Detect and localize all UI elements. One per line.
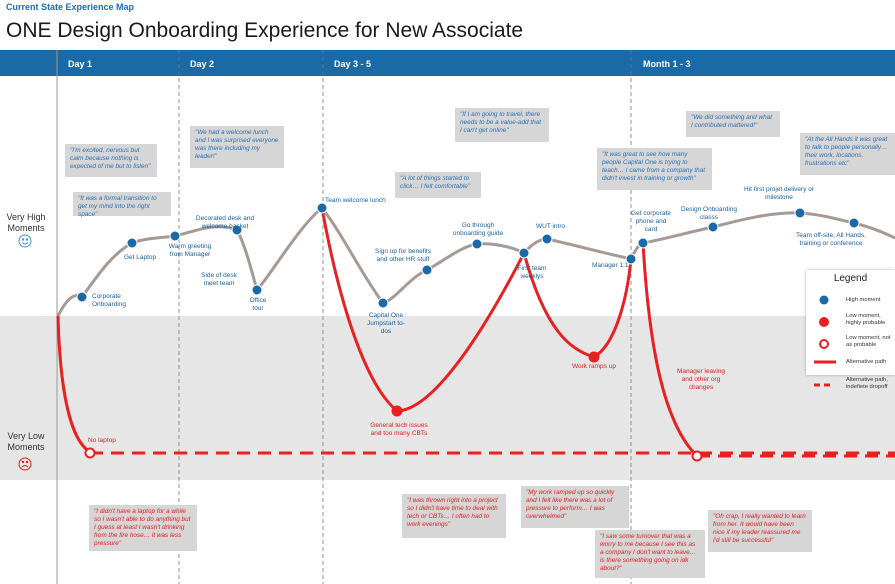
quote-callout: "We had a welcome lunch and I was surpri…	[190, 126, 284, 168]
high-moment-dot	[377, 297, 389, 309]
label-first-team-weeklys: First team weeklys	[517, 265, 547, 280]
label-work-ramps-up: Work ramps up	[572, 363, 616, 370]
legend-alt-path-dropoff: Alternative path, indefiete dropoff	[846, 377, 888, 390]
high-moment-dot	[126, 237, 138, 249]
high-moment-dot	[471, 238, 483, 250]
high-moment-dot	[848, 217, 860, 229]
label-manager-1-1: Manager 1:1	[592, 262, 629, 269]
legend-dropoff-icon	[814, 383, 834, 387]
low-moment-not-probable-dot	[84, 447, 96, 459]
label-team-offsite: Team off-site, All Hands, training or co…	[796, 232, 866, 247]
legend-low-not-probable-icon	[819, 339, 829, 349]
label-office-tour: Office tour	[249, 297, 267, 312]
page-title: ONE Design Onboarding Experience for New…	[6, 19, 524, 42]
quote-callout: "I saw some turnover that was a worry to…	[595, 530, 705, 578]
high-moment-dot	[76, 291, 88, 303]
low-moment-probable-dot	[588, 351, 600, 363]
quote-callout: "I didn't have a laptop for a while so I…	[89, 505, 197, 551]
high-moment-dot	[518, 247, 530, 259]
label-general-tech-issues: General tech issues and too many CBTs	[370, 422, 428, 437]
high-moment-dot	[541, 233, 553, 245]
label-manager-leaving: Manager leaving and other org changes	[676, 368, 726, 391]
label-corporate-phone: Get corporate phone and card	[631, 210, 671, 233]
legend: Legend High moment Low moment, highly pr…	[806, 270, 895, 375]
label-warm-greeting: Warm greeting from Manager	[168, 243, 212, 258]
label-get-laptop: Get Laptop	[124, 254, 157, 261]
label-onboarding-guide: Go through onboarding guide	[452, 222, 504, 237]
legend-low-probable-icon	[819, 317, 829, 327]
label-first-project: Hit first projet delivery or milestone	[743, 186, 815, 201]
column-month-1-3: Month 1 - 3	[643, 59, 691, 69]
label-wut-intro: WUT intro	[536, 223, 566, 230]
high-moment-dot	[316, 202, 328, 214]
legend-high-moment-icon	[819, 295, 829, 305]
low-moment-probable-dot	[391, 405, 403, 417]
smiley-face-icon	[18, 234, 32, 248]
very-low-moments-label: Very Low Moments	[7, 431, 45, 452]
label-no-laptop: No laptop	[88, 437, 116, 444]
high-moment-dot	[625, 253, 637, 265]
quote-callout: "A lot of things started to click… I fel…	[395, 172, 481, 198]
map-subtitle: Current State Experience Map	[6, 2, 135, 12]
high-moment-dot	[169, 230, 181, 242]
legend-high-moment: High moment	[846, 297, 881, 303]
alt-path-tech-issues	[320, 207, 526, 413]
column-day-3-5: Day 3 - 5	[334, 59, 372, 69]
high-moment-dot	[421, 264, 433, 276]
label-design-onboarding: Design Onboarding classs	[680, 206, 737, 221]
legend-low-not-probable: Low moment, not as probable	[846, 335, 891, 348]
quote-callout: "At the All Hands it was great to talk t…	[800, 133, 895, 175]
label-decorated-desk: Decorated desk and welcome basket	[195, 215, 255, 230]
quote-callout: "I'm excited, nervous but calm because n…	[65, 144, 157, 177]
quote-callout: "I was thrown right into a project so I …	[402, 494, 506, 538]
label-team-welcome-lunch: Team welcome lunch	[325, 197, 386, 204]
label-benefits-hr: Sign up for benefits and other HR stuff	[374, 248, 431, 263]
high-moment-dot	[251, 284, 263, 296]
quote-callout: "My work ramped up so quickly and I felt…	[521, 486, 629, 528]
quote-callout: "We did something and what I contributed…	[686, 111, 780, 137]
column-day-2: Day 2	[190, 59, 215, 69]
quote-callout: "If I am going to travel, there needs to…	[455, 108, 549, 142]
quote-callout: "It was a formal transition to get my mi…	[73, 192, 171, 218]
high-moment-dot	[707, 221, 719, 233]
low-moment-not-probable-dot	[691, 450, 703, 462]
legend-low-probable: Low moment, highly probable	[846, 313, 886, 326]
column-day-1: Day 1	[68, 59, 93, 69]
legend-title: Legend	[833, 273, 868, 284]
high-moment-dot	[231, 224, 243, 236]
quote-callout: "Oh crap, I really wanted to learn from …	[708, 510, 812, 552]
very-high-moments-label: Very High Moments	[6, 212, 46, 233]
quote-callout: "It was great to see how many people Cap…	[597, 148, 712, 190]
high-moment-dot	[637, 237, 649, 249]
high-moment-dot	[794, 207, 806, 219]
label-corporate-onboarding: Corporate Onboarding	[92, 293, 126, 308]
timeline-header-bar	[0, 50, 895, 76]
label-capital-one-jumpstart: Capital One Jumpstart to-dos	[367, 312, 405, 335]
alt-path-manager-leaving	[641, 242, 699, 458]
legend-alt-path: Alternative path	[846, 359, 887, 365]
label-side-of-desk: Side of desk meet team	[201, 272, 237, 287]
sad-face-icon	[18, 457, 32, 471]
alt-path-no-laptop-drop	[56, 315, 91, 454]
